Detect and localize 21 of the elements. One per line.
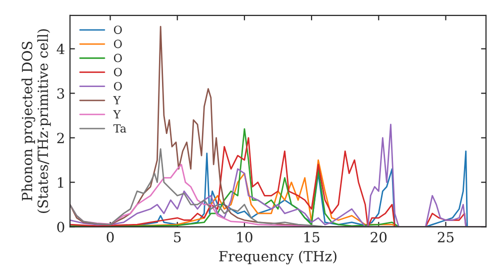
legend-label: Y	[113, 110, 121, 118]
x-tick-label: 25	[438, 232, 454, 242]
legend-label: O	[114, 54, 122, 62]
legend-label: Y	[113, 96, 121, 104]
x-tick-label: 5	[174, 232, 181, 242]
x-tick-label: 10	[237, 232, 252, 242]
legend-label: O	[114, 26, 122, 34]
legend-label: O	[114, 40, 122, 48]
y-tick-label: 2	[57, 132, 64, 144]
y-tick-label: 4	[56, 44, 64, 54]
legend-label: O	[114, 82, 122, 90]
legend-label: O	[114, 68, 122, 76]
legend-label: Ta	[113, 124, 126, 133]
y-tick-label: 3	[57, 88, 64, 99]
x-tick-label: 15	[304, 232, 320, 242]
x-axis-title: Frequency (THz)	[219, 250, 336, 264]
y-tick-label: 0	[57, 222, 64, 232]
y-tick-label: 1	[58, 177, 64, 188]
x-tick-label: 0	[106, 232, 114, 242]
y-axis-title: Phonon projected DOS (States/THz·primitive cell)	[22, 29, 51, 213]
x-tick-label: 20	[370, 232, 387, 242]
